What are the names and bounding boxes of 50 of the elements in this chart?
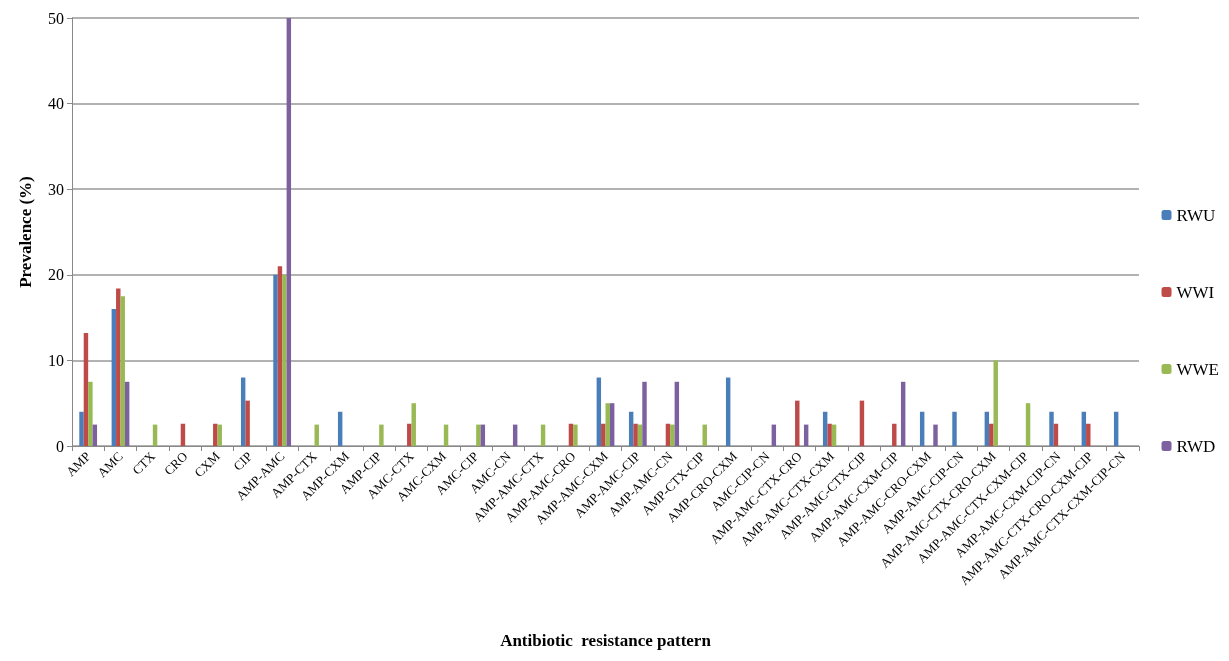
bar bbox=[952, 411, 957, 446]
bar bbox=[933, 424, 938, 446]
bar bbox=[795, 400, 800, 446]
bar bbox=[282, 274, 287, 446]
bar bbox=[609, 403, 615, 446]
legend-label: RWU bbox=[1176, 205, 1216, 225]
bar bbox=[83, 333, 89, 446]
bar bbox=[273, 274, 278, 446]
bar bbox=[674, 381, 680, 446]
bar bbox=[605, 403, 610, 446]
bar bbox=[827, 423, 832, 446]
bar bbox=[213, 423, 218, 446]
bar bbox=[993, 360, 998, 446]
y-axis-title: Prevalence (%) bbox=[16, 176, 35, 288]
bar bbox=[277, 266, 283, 446]
bar bbox=[573, 424, 578, 446]
y-tick-label: 40 bbox=[48, 95, 64, 113]
bar bbox=[642, 381, 647, 446]
bar bbox=[892, 423, 897, 446]
bar bbox=[124, 381, 130, 446]
bar bbox=[379, 424, 384, 446]
legend-label: RWD bbox=[1176, 436, 1216, 456]
x-axis-title: Antibiotic resistance pattern bbox=[500, 631, 712, 650]
bar bbox=[120, 296, 125, 446]
bar bbox=[900, 381, 906, 446]
bar bbox=[670, 424, 675, 446]
y-tick-label: 20 bbox=[48, 266, 64, 284]
bar bbox=[116, 288, 121, 446]
bar bbox=[286, 18, 292, 446]
bar bbox=[111, 309, 117, 446]
legend-label: WWI bbox=[1176, 282, 1215, 302]
bar bbox=[245, 400, 250, 446]
bar bbox=[989, 423, 994, 446]
bar bbox=[476, 424, 481, 446]
x-tick-label: CTX bbox=[129, 448, 159, 478]
bar bbox=[1025, 403, 1031, 446]
bar bbox=[411, 403, 416, 446]
y-tick-label: 0 bbox=[56, 437, 64, 455]
bar bbox=[407, 423, 412, 446]
y-tick-label: 50 bbox=[48, 9, 64, 27]
bar bbox=[79, 411, 84, 446]
bar bbox=[88, 381, 93, 446]
legend-label: WWE bbox=[1176, 359, 1220, 379]
y-tick-label: 10 bbox=[48, 351, 64, 369]
bar bbox=[633, 423, 638, 446]
bar bbox=[601, 423, 606, 446]
bar bbox=[1086, 423, 1091, 446]
bar bbox=[1049, 411, 1054, 446]
y-tick-label: 30 bbox=[48, 180, 64, 198]
x-tick-label: CRO bbox=[160, 448, 191, 479]
